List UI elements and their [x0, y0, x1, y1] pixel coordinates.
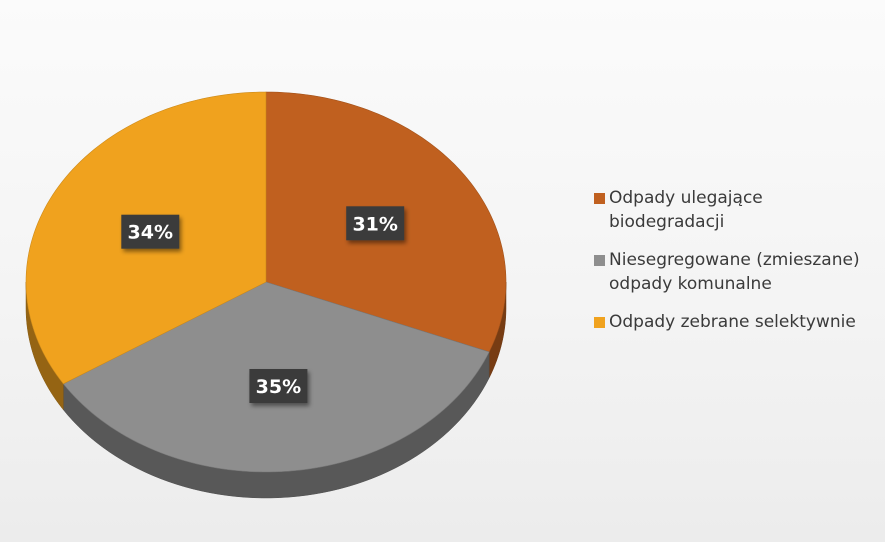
- data-label-biodegradable: 31%: [346, 206, 405, 241]
- legend-item-unsegregated: Niesegregowane (zmieszane) odpady komuna…: [594, 248, 874, 296]
- legend-label-unsegregated: Niesegregowane (zmieszane) odpady komuna…: [609, 250, 860, 294]
- data-label-unsegregated: 35%: [249, 369, 308, 403]
- legend-label-selective: Odpady zebrane selektywnie: [609, 312, 856, 332]
- legend-label-biodegradable: Odpady ulegające biodegradacji: [609, 188, 763, 232]
- legend-swatch-selective: [594, 317, 605, 328]
- legend-item-biodegradable: Odpady ulegające biodegradacji: [594, 186, 874, 234]
- legend: Odpady ulegające biodegradacji Niesegreg…: [594, 186, 874, 348]
- legend-swatch-biodegradable: [594, 193, 605, 204]
- data-label-text-unsegregated: 35%: [256, 376, 301, 398]
- data-label-box-unsegregated: [249, 369, 308, 403]
- data-label-text-biodegradable: 31%: [352, 213, 397, 235]
- legend-item-selective: Odpady zebrane selektywnie: [594, 310, 874, 334]
- data-label-selective: 34%: [121, 214, 180, 249]
- data-label-text-selective: 34%: [128, 222, 173, 244]
- data-label-box-selective: [121, 214, 180, 249]
- data-label-box-biodegradable: [346, 206, 405, 241]
- legend-swatch-unsegregated: [594, 255, 605, 266]
- pie-slices: [25, 91, 507, 473]
- data-labels: 31% 35% 34%: [121, 206, 405, 403]
